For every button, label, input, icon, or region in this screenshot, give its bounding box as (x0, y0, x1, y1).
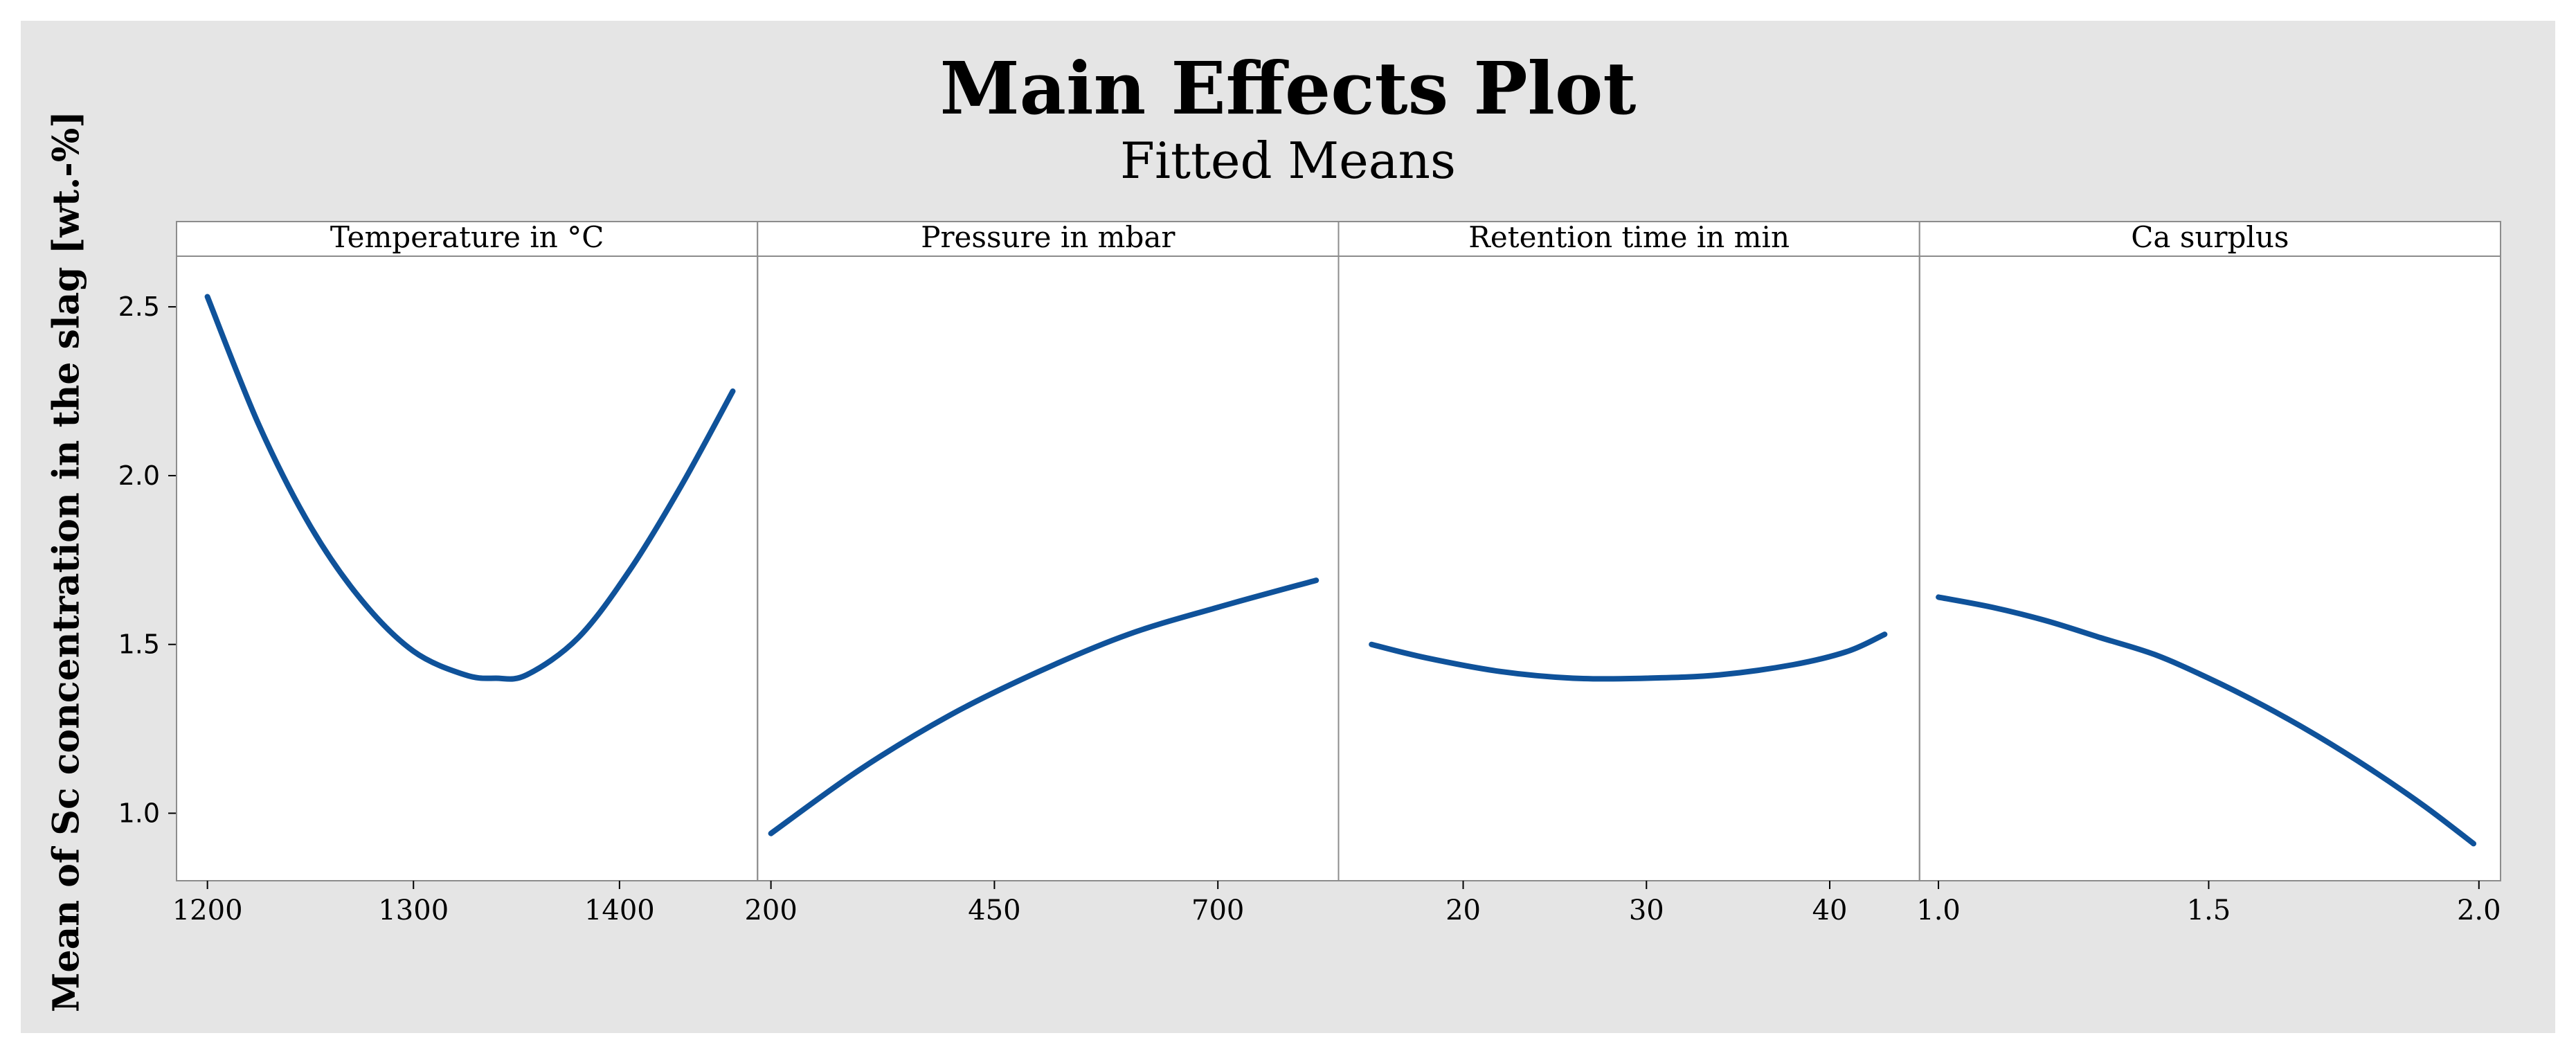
chart-title: Main Effects Plot (939, 46, 1637, 131)
y-tick-label: 1.5 (118, 629, 160, 660)
x-tick-label: 1.5 (2187, 895, 2231, 926)
series-line-1 (204, 294, 736, 682)
x-tick-label: 450 (968, 895, 1020, 926)
x-tick-label: 2.0 (2457, 895, 2501, 926)
x-tick-label: 20 (1445, 895, 1481, 926)
panel-header (757, 221, 1340, 257)
panel-title: Retention time in min (1468, 220, 1790, 254)
x-tick-label: 30 (1629, 895, 1664, 926)
x-tick-label: 700 (1191, 895, 1244, 926)
panel-title: Pressure in mbar (921, 220, 1176, 254)
x-tick-label: 1.0 (1916, 895, 1961, 926)
panel-frame (1918, 255, 2501, 881)
y-tick-label: 2.5 (118, 292, 160, 322)
x-tick-label: 1200 (172, 895, 243, 926)
y-tick-label: 1.0 (118, 798, 160, 828)
x-tick-label: 200 (744, 895, 797, 926)
panel-title: Ca surplus (2131, 220, 2289, 254)
x-tick-label: 1400 (584, 895, 655, 926)
y-tick-label: 2.0 (118, 460, 160, 491)
x-tick-label: 1300 (378, 895, 449, 926)
series-line-4 (1936, 594, 2476, 847)
series-line-2 (768, 577, 1319, 836)
series-line-3 (1369, 631, 1888, 682)
panel-header (1918, 221, 2501, 257)
panel-title: Temperature in °C (330, 220, 604, 254)
x-tick-label: 40 (1812, 895, 1848, 926)
chart-subtitle: Fitted Means (1119, 132, 1456, 190)
